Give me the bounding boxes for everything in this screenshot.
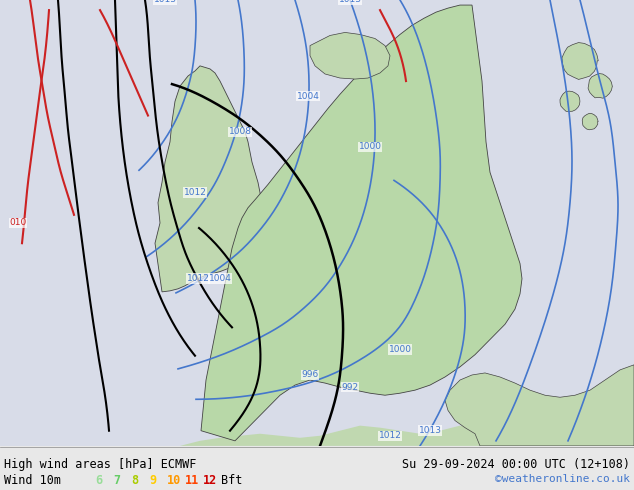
- Polygon shape: [582, 113, 598, 130]
- Text: 1000: 1000: [389, 345, 411, 354]
- Polygon shape: [310, 32, 390, 79]
- Text: 1004: 1004: [209, 274, 231, 283]
- Polygon shape: [588, 74, 612, 98]
- Text: 7: 7: [113, 474, 120, 487]
- Text: 8: 8: [131, 474, 138, 487]
- Polygon shape: [560, 91, 580, 111]
- Text: 1008: 1008: [228, 127, 252, 136]
- Text: 010: 010: [10, 219, 27, 227]
- Polygon shape: [201, 5, 522, 441]
- Text: 1013: 1013: [418, 426, 441, 435]
- Text: 11: 11: [185, 474, 199, 487]
- Text: 6: 6: [95, 474, 102, 487]
- Text: Su 29-09-2024 00:00 UTC (12+108): Su 29-09-2024 00:00 UTC (12+108): [402, 458, 630, 471]
- Text: 1013: 1013: [339, 0, 361, 4]
- Text: Wind 10m: Wind 10m: [4, 474, 61, 487]
- Polygon shape: [562, 43, 598, 79]
- Text: 12: 12: [203, 474, 217, 487]
- Polygon shape: [445, 365, 634, 446]
- Text: 1012: 1012: [378, 431, 401, 441]
- Text: 992: 992: [342, 383, 359, 392]
- Text: 1004: 1004: [297, 92, 320, 101]
- Text: High wind areas [hPa] ECMWF: High wind areas [hPa] ECMWF: [4, 458, 197, 471]
- Text: Bft: Bft: [221, 474, 242, 487]
- Text: 10: 10: [167, 474, 181, 487]
- Text: 1013: 1013: [153, 0, 176, 4]
- Text: 9: 9: [149, 474, 156, 487]
- Polygon shape: [155, 66, 262, 292]
- Text: 1012: 1012: [186, 274, 209, 283]
- Text: ©weatheronline.co.uk: ©weatheronline.co.uk: [495, 474, 630, 484]
- Text: 1000: 1000: [358, 143, 382, 151]
- Polygon shape: [180, 426, 634, 446]
- Text: 996: 996: [301, 370, 319, 379]
- Text: 1012: 1012: [184, 188, 207, 197]
